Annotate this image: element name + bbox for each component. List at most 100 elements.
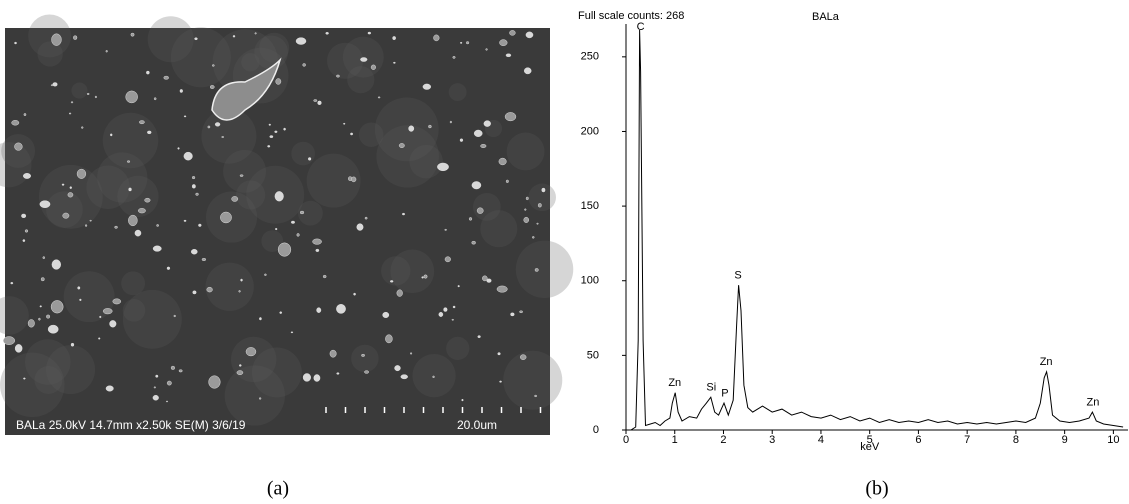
sem-particle bbox=[532, 236, 535, 239]
sem-particle bbox=[534, 268, 539, 272]
sem-particle bbox=[432, 375, 435, 378]
sem-background bbox=[5, 28, 550, 435]
sem-particle bbox=[525, 31, 534, 39]
sem-particle bbox=[336, 304, 346, 314]
sem-haze bbox=[412, 353, 456, 398]
sem-particle bbox=[24, 229, 29, 233]
sem-particle bbox=[370, 64, 376, 70]
peak-label: Zn bbox=[1086, 397, 1099, 409]
sem-particle bbox=[112, 298, 122, 305]
sem-particle bbox=[275, 78, 282, 85]
sem-haze bbox=[46, 191, 83, 229]
sem-particle bbox=[76, 168, 87, 179]
sem-particle bbox=[98, 337, 101, 340]
sem-particle bbox=[451, 318, 454, 321]
sem-particle bbox=[51, 259, 61, 270]
x-tick-label: 10 bbox=[1107, 434, 1119, 446]
sem-particle bbox=[208, 375, 221, 389]
sem-particle bbox=[394, 365, 401, 372]
sem-particle bbox=[183, 151, 193, 161]
sem-particle bbox=[421, 276, 424, 279]
sem-particle bbox=[231, 196, 239, 202]
sem-particle bbox=[3, 336, 15, 345]
y-tick-label: 50 bbox=[587, 349, 599, 361]
y-tick-label: 200 bbox=[581, 125, 599, 137]
spectrum-line bbox=[626, 29, 1124, 431]
sem-particle bbox=[134, 229, 142, 237]
sem-particle bbox=[73, 35, 78, 40]
sem-particle bbox=[317, 100, 322, 105]
sem-particle bbox=[444, 256, 451, 263]
sem-particle bbox=[364, 216, 368, 220]
sem-haze bbox=[0, 296, 29, 335]
sem-particle bbox=[277, 242, 292, 257]
sem-particle bbox=[239, 364, 242, 367]
sem-particle bbox=[313, 374, 321, 382]
sem-particle bbox=[343, 122, 346, 125]
sem-particle bbox=[212, 64, 215, 67]
sem-particle bbox=[480, 144, 487, 148]
sem-particle bbox=[61, 183, 65, 186]
sem-particle bbox=[102, 308, 113, 315]
sem-scale-label: 20.0um bbox=[457, 418, 497, 432]
sem-haze bbox=[251, 347, 302, 398]
sem-particle bbox=[510, 312, 515, 317]
sem-particle bbox=[23, 173, 31, 179]
sem-particle bbox=[428, 124, 432, 129]
sem-haze bbox=[201, 108, 257, 164]
sem-haze bbox=[223, 149, 267, 193]
sem-particle bbox=[194, 37, 198, 41]
sem-particle bbox=[457, 285, 460, 288]
sem-particle bbox=[315, 248, 320, 252]
sem-haze bbox=[224, 365, 285, 426]
sem-particle bbox=[147, 130, 152, 135]
peak-label: Zn bbox=[1040, 356, 1053, 368]
sem-particle bbox=[166, 266, 171, 270]
sem-haze bbox=[374, 97, 439, 162]
sem-particle bbox=[325, 32, 329, 35]
sem-particle bbox=[39, 305, 42, 308]
sem-particle bbox=[22, 239, 26, 242]
sem-particle bbox=[179, 89, 183, 93]
sem-particle bbox=[165, 400, 169, 403]
sem-particle bbox=[461, 398, 464, 402]
sem-particle bbox=[499, 380, 502, 383]
sem-particle bbox=[163, 75, 169, 80]
sem-particle bbox=[443, 307, 448, 312]
sem-haze bbox=[291, 141, 315, 166]
sem-particle bbox=[177, 147, 180, 150]
sem-particle bbox=[86, 92, 90, 95]
sem-particle bbox=[393, 61, 396, 64]
sem-haze bbox=[97, 152, 148, 203]
sem-haze bbox=[528, 183, 556, 212]
peak-label: S bbox=[734, 270, 741, 282]
sem-particle bbox=[509, 30, 516, 36]
sem-particle bbox=[267, 145, 271, 148]
sem-particle bbox=[468, 217, 473, 221]
sem-particle bbox=[269, 135, 274, 138]
sem-particle bbox=[152, 245, 162, 252]
sem-haze bbox=[448, 83, 467, 102]
x-tick-label: 1 bbox=[672, 434, 678, 446]
panel-label: (b) bbox=[865, 478, 888, 500]
peak-label: Si bbox=[706, 382, 716, 394]
sem-particle bbox=[239, 174, 244, 177]
sem-particle bbox=[408, 125, 415, 132]
peak-label: Zn bbox=[668, 377, 681, 389]
sem-particle bbox=[14, 41, 17, 45]
sem-particle bbox=[14, 142, 23, 151]
sem-particle bbox=[128, 214, 138, 227]
sem-particle bbox=[537, 203, 542, 208]
sem-particle bbox=[536, 222, 539, 225]
sem-haze bbox=[117, 175, 159, 218]
sem-haze bbox=[347, 66, 375, 94]
sem-particle bbox=[125, 90, 138, 104]
sem-particle bbox=[402, 212, 405, 216]
sem-particle bbox=[350, 132, 354, 136]
sem-particle bbox=[392, 36, 396, 40]
sem-particle bbox=[105, 385, 114, 392]
sem-particle bbox=[105, 50, 108, 53]
sem-particle bbox=[336, 74, 340, 78]
sem-particle bbox=[473, 129, 483, 137]
